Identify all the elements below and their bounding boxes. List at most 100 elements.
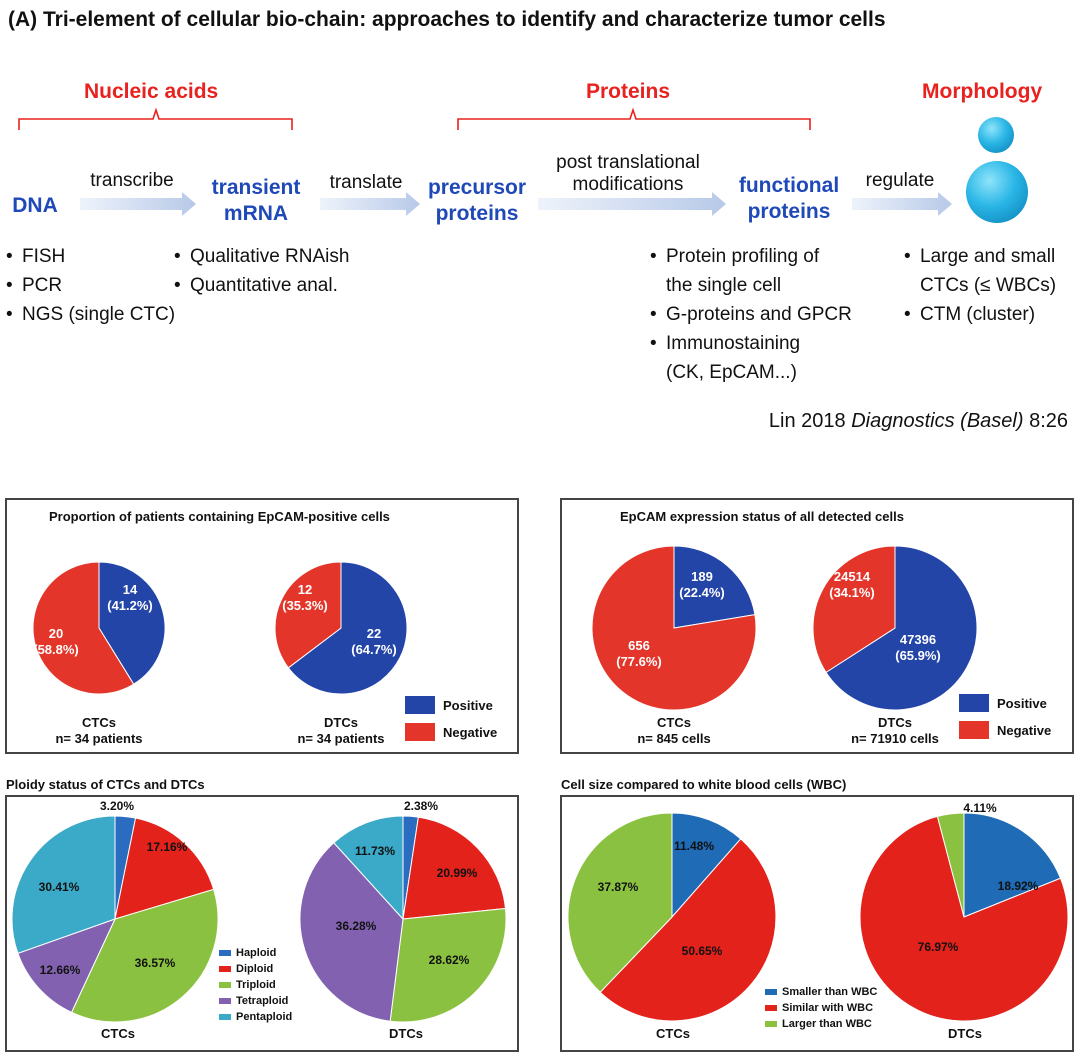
slice-label-pct: 18.92% — [998, 879, 1039, 893]
pie-slice-negative — [274, 561, 342, 669]
arrow-transcribe — [80, 192, 196, 216]
legend: Positive Negative — [405, 696, 497, 741]
pie-label-dtcs: DTCs n= 71910 cells — [840, 715, 950, 747]
slice-label-pct: 50.65% — [682, 944, 723, 958]
pie-slice-negative — [812, 545, 896, 674]
pie-slice-triploid — [389, 907, 507, 1023]
pie-slice-pentaploid — [11, 815, 116, 954]
pie-label-ctcs: CTCs — [101, 1026, 135, 1041]
legend-item-negative: Negative — [959, 721, 1051, 739]
slice-label-pct: 76.97% — [918, 940, 959, 954]
legend-label: Diploid — [236, 963, 274, 975]
list-item: CTM (cluster) — [904, 300, 1056, 329]
legend-swatch — [219, 982, 231, 988]
pie-sublabel: n= 71910 cells — [851, 731, 939, 746]
pie-slice-similar-with-wbc — [859, 815, 1069, 1022]
legend-swatch — [219, 950, 231, 956]
legend-label: Pentaploid — [236, 1011, 293, 1023]
legend-label: Positive — [997, 695, 1047, 711]
node-transient-mrna-line2: mRNA — [223, 202, 289, 225]
list-item-text: the single cell — [666, 275, 782, 296]
slice-label-count: 656 — [628, 638, 650, 653]
pie-slice-positive — [98, 561, 166, 685]
list-item: Large and small CTCs (≤ WBCs) — [904, 242, 1056, 300]
pie-sublabel: n= 34 patients — [297, 731, 385, 746]
pie-label-dtcs: DTCs — [389, 1026, 423, 1041]
pie-ctcs — [567, 812, 777, 1022]
list-item: PCR — [6, 271, 175, 300]
pie-label-dtcs: DTCs — [948, 1026, 982, 1041]
slice-label-pct: (35.3%) — [282, 598, 328, 613]
legend-label: Smaller than WBC — [782, 986, 878, 998]
slice-label-pct: 37.87% — [598, 880, 639, 894]
pie-label-ctcs: CTCs — [656, 1026, 690, 1041]
legend-label: Negative — [443, 724, 498, 740]
citation-suffix: 8:26 — [1023, 410, 1068, 432]
pie-label-dtcs: DTCs n= 34 patients — [289, 715, 393, 747]
slice-label-count: 12 — [298, 582, 312, 597]
slice-label-pct: (41.2%) — [107, 598, 153, 613]
pie-slice-similar-with-wbc — [599, 838, 777, 1022]
pie-slice-diploid — [114, 817, 215, 920]
node-dna: DNA — [12, 194, 58, 217]
pies-epcam-patients: 14 (41.2%) 20 (58.8%) 22 (64.7%) 12 (35.… — [32, 561, 408, 695]
legend-item-similar: Similar with WBC — [765, 1000, 877, 1016]
pie-slice-larger-than-wbc — [936, 812, 965, 918]
legend-swatch — [405, 696, 435, 714]
node-transient-mrna: transient mRNA — [196, 175, 316, 227]
category-proteins: Proteins — [586, 80, 671, 103]
legend-swatch — [765, 989, 777, 995]
pie-ctcs — [32, 561, 166, 695]
slice-label-pct: 11.73% — [355, 844, 395, 858]
label-translate: translate — [329, 172, 403, 193]
node-functional-proteins-line1: functional — [738, 174, 840, 197]
panel-cell-size: 11.48% 50.65% 37.87% 18.92% 76.97% 4.11%… — [560, 795, 1074, 1052]
pie-dtcs — [299, 815, 507, 1023]
list-item: NGS (single CTC) — [6, 300, 175, 329]
arrow-translate — [320, 192, 420, 216]
small-cell-icon — [978, 117, 1014, 153]
list-item-text: Immunostaining — [666, 333, 801, 354]
label-ptm-line1: post translational — [556, 152, 700, 173]
label-transcribe: transcribe — [90, 170, 174, 191]
list-item-text: Protein profiling of — [666, 246, 820, 267]
slice-label-count: 14 — [123, 582, 138, 597]
panel-epcam-patients: Proportion of patients containing EpCAM-… — [5, 498, 519, 754]
legend-label: Similar with WBC — [782, 1002, 874, 1014]
list-item: FISH — [6, 242, 175, 271]
slice-label-pct: 17.16% — [147, 840, 188, 854]
pie-label-ctcs: CTCs n= 34 patients — [47, 715, 151, 747]
large-cell-icon — [966, 161, 1028, 223]
slice-label-pct: (22.4%) — [679, 585, 725, 600]
pie-slice-larger-than-wbc — [567, 812, 673, 993]
pie-dtcs — [274, 561, 408, 695]
panel-title-ploidy: Ploidy status of CTCs and DTCs — [6, 777, 205, 792]
slice-label-pct: (34.1%) — [829, 585, 875, 600]
legend-label: Positive — [443, 697, 493, 713]
label-post-translational: post translational modifications — [540, 152, 716, 196]
slice-label-pct: (65.9%) — [895, 648, 941, 663]
list-item: Qualitative RNAish — [174, 242, 349, 271]
slice-label-pct: 20.99% — [437, 866, 478, 880]
legend-item-positive: Positive — [405, 696, 497, 714]
main-title: (A) Tri-element of cellular bio-chain: a… — [8, 8, 886, 31]
list-item: G-proteins and GPCR — [650, 300, 852, 329]
node-functional-proteins-line2: proteins — [747, 200, 831, 223]
pie-slice-smaller-than-wbc — [671, 812, 742, 919]
pies-epcam-cells: 189 (22.4%) 656 (77.6%) 47396 (65.9%) 24… — [591, 545, 978, 711]
list-morphology: Large and small CTCs (≤ WBCs) CTM (cluste… — [904, 242, 1056, 329]
slice-label-pct: 11.48% — [674, 839, 714, 853]
pie-slice-positive — [287, 561, 408, 695]
pie-slice-tetraploid — [299, 842, 404, 1022]
citation-prefix: Lin 2018 — [768, 410, 852, 432]
legend-item-diploid: Diploid — [219, 961, 292, 977]
legend-label: Larger than WBC — [782, 1018, 872, 1030]
legend-label: Haploid — [236, 947, 277, 959]
list-item: Quantitative anal. — [174, 271, 349, 300]
slice-label-pct: 12.66% — [40, 963, 81, 977]
pie-slice-diploid — [402, 816, 507, 920]
pie-label: DTCs — [324, 715, 358, 730]
legend-swatch — [405, 723, 435, 741]
pies-ploidy: 3.20% 17.16% 36.57% 12.66% 30.41% 2.38% … — [11, 799, 507, 1023]
slice-label-pct: 36.28% — [336, 919, 377, 933]
